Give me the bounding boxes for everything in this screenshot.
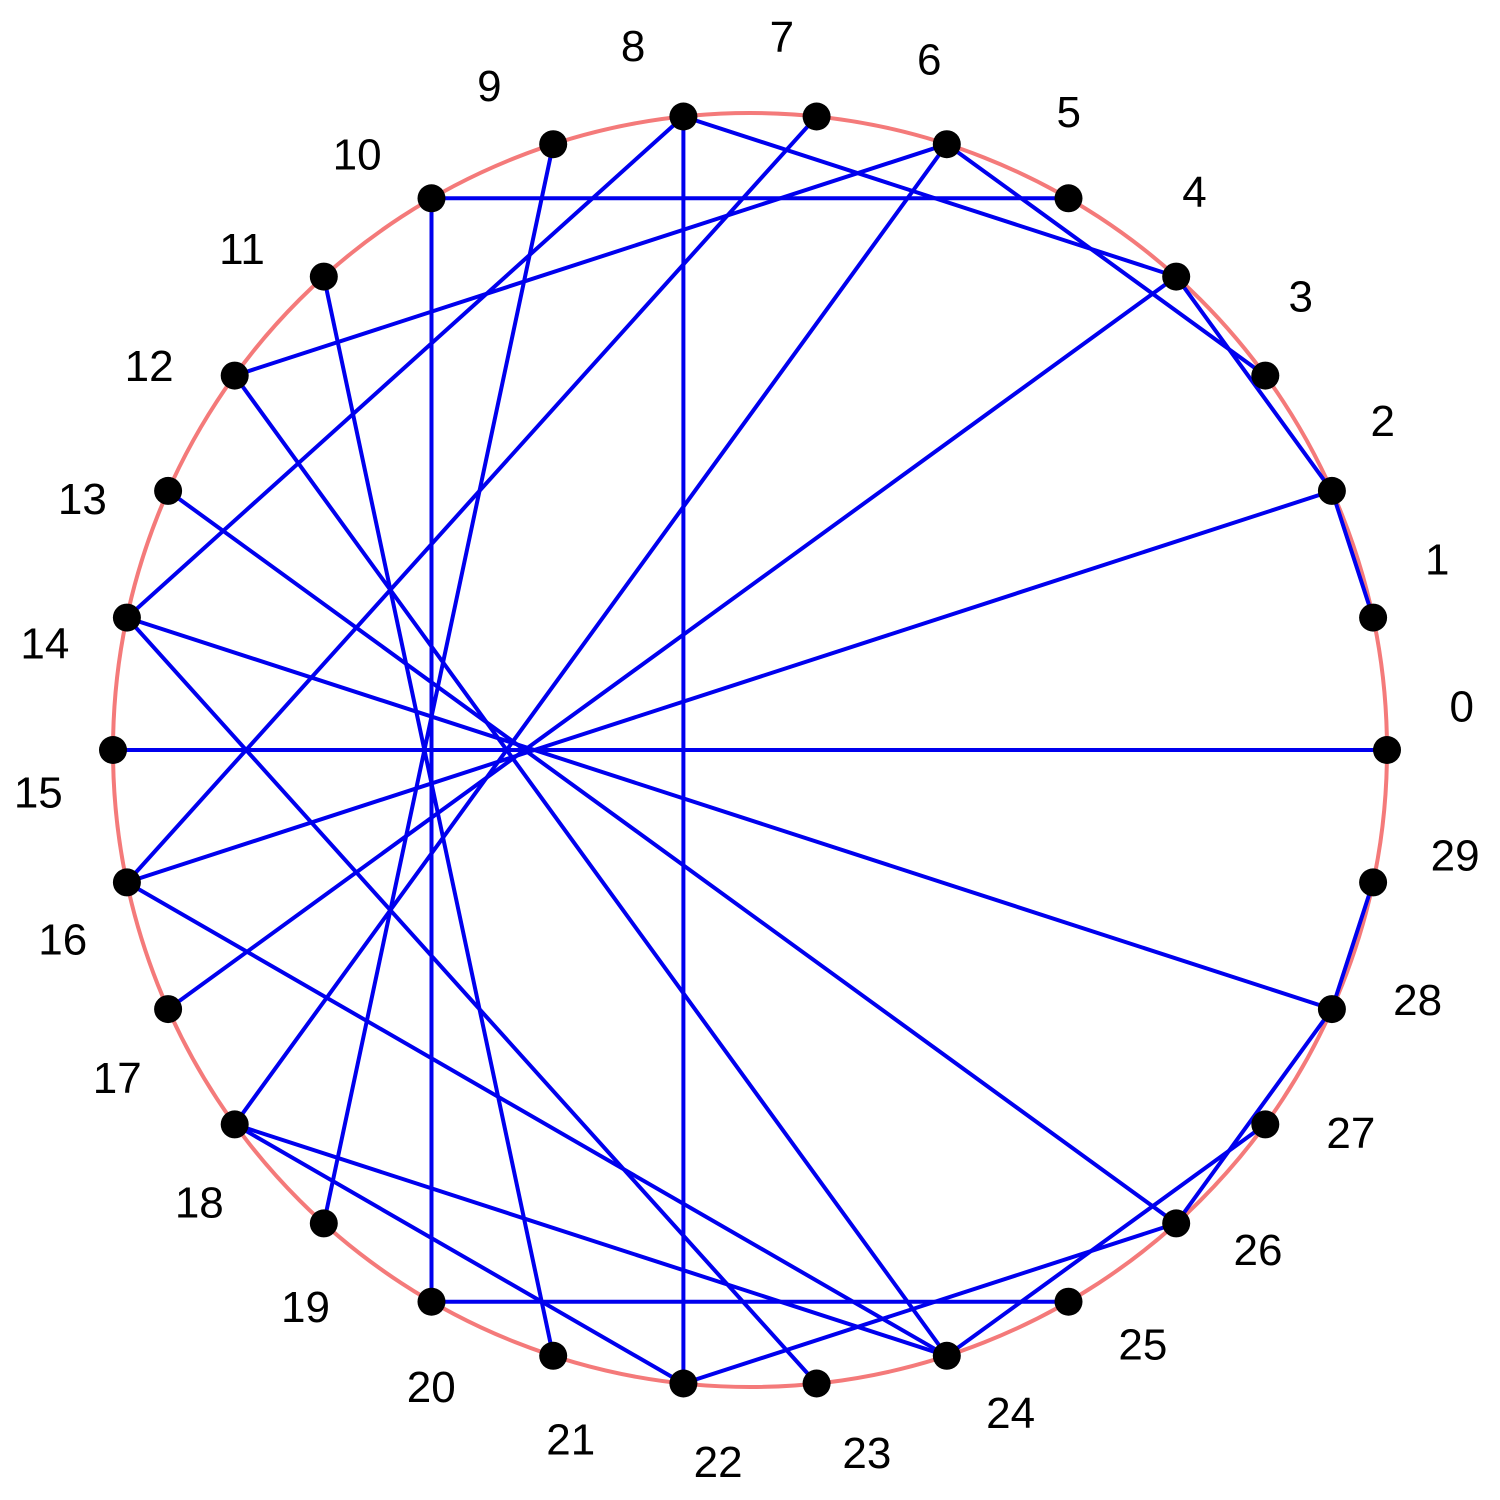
edge-24-27 — [945, 1122, 1267, 1358]
edge-14-23 — [125, 616, 819, 1385]
node-label-4: 4 — [1182, 168, 1206, 217]
node-label-20: 20 — [407, 1363, 456, 1412]
node-10 — [417, 184, 446, 213]
node-24 — [932, 1341, 961, 1370]
edge-16-24 — [125, 880, 948, 1358]
node-label-11: 11 — [219, 225, 265, 274]
edge-8-14 — [125, 115, 685, 620]
node-17 — [154, 995, 183, 1024]
node-13 — [154, 476, 183, 505]
node-1 — [1359, 603, 1388, 632]
node-label-22: 22 — [694, 1438, 743, 1487]
node-label-18: 18 — [175, 1178, 224, 1227]
node-label-2: 2 — [1371, 397, 1395, 446]
node-7 — [802, 102, 831, 131]
node-6 — [932, 130, 961, 159]
node-label-9: 9 — [477, 62, 501, 111]
node-11 — [309, 262, 338, 291]
edge-3-6 — [945, 142, 1267, 378]
node-28 — [1317, 995, 1346, 1024]
node-22 — [669, 1369, 698, 1398]
node-21 — [539, 1341, 568, 1370]
node-16 — [112, 868, 141, 897]
node-12 — [220, 361, 249, 390]
node-label-19: 19 — [281, 1283, 330, 1332]
node-label-0: 0 — [1449, 683, 1473, 732]
edge-6-12 — [234, 142, 948, 378]
edge-9-19 — [321, 143, 556, 1224]
node-label-8: 8 — [621, 22, 645, 71]
node-label-17: 17 — [93, 1054, 142, 1103]
node-20 — [417, 1287, 446, 1316]
node-18 — [220, 1110, 249, 1139]
edge-4-17 — [166, 274, 1178, 1011]
node-label-10: 10 — [333, 131, 382, 180]
edge-6-18 — [233, 143, 949, 1126]
node-14 — [112, 603, 141, 632]
edge-2-16 — [126, 488, 1333, 885]
node-3 — [1251, 361, 1280, 390]
edge-28-29 — [1329, 881, 1376, 1010]
node-25 — [1054, 1287, 1083, 1316]
node-9 — [539, 130, 568, 159]
node-29 — [1359, 868, 1388, 897]
node-label-27: 27 — [1326, 1109, 1375, 1158]
edge-18-22 — [233, 1122, 685, 1386]
node-label-29: 29 — [1431, 832, 1480, 881]
edge-14-28 — [126, 615, 1333, 1012]
node-2 — [1317, 476, 1346, 505]
edge-11-21 — [321, 276, 556, 1357]
node-label-25: 25 — [1118, 1321, 1167, 1370]
node-label-26: 26 — [1234, 1226, 1283, 1275]
node-0 — [1373, 736, 1401, 764]
node-label-3: 3 — [1288, 273, 1312, 322]
node-label-23: 23 — [842, 1429, 891, 1478]
node-label-16: 16 — [38, 915, 87, 964]
node-26 — [1162, 1209, 1191, 1238]
node-label-24: 24 — [986, 1389, 1035, 1438]
node-label-6: 6 — [917, 35, 941, 84]
node-15 — [99, 736, 127, 764]
node-label-28: 28 — [1393, 976, 1442, 1025]
edge-7-16 — [125, 115, 819, 884]
nodes-group — [99, 102, 1401, 1398]
node-23 — [802, 1369, 831, 1398]
edge-18-24 — [234, 1122, 948, 1358]
node-label-12: 12 — [125, 342, 174, 391]
edge-13-26 — [166, 489, 1178, 1226]
node-label-13: 13 — [58, 475, 107, 524]
node-27 — [1251, 1110, 1280, 1139]
node-label-21: 21 — [546, 1416, 595, 1465]
edge-1-2 — [1329, 490, 1376, 619]
node-5 — [1054, 184, 1083, 213]
node-4 — [1162, 262, 1191, 291]
node-label-14: 14 — [20, 619, 69, 668]
node-label-7: 7 — [770, 13, 794, 62]
edges-group — [113, 114, 1387, 1386]
edge-12-24 — [233, 374, 949, 1357]
node-label-15: 15 — [14, 768, 63, 817]
node-8 — [669, 102, 698, 131]
node-label-5: 5 — [1057, 88, 1081, 137]
node-label-1: 1 — [1425, 536, 1449, 585]
node-19 — [309, 1209, 338, 1238]
